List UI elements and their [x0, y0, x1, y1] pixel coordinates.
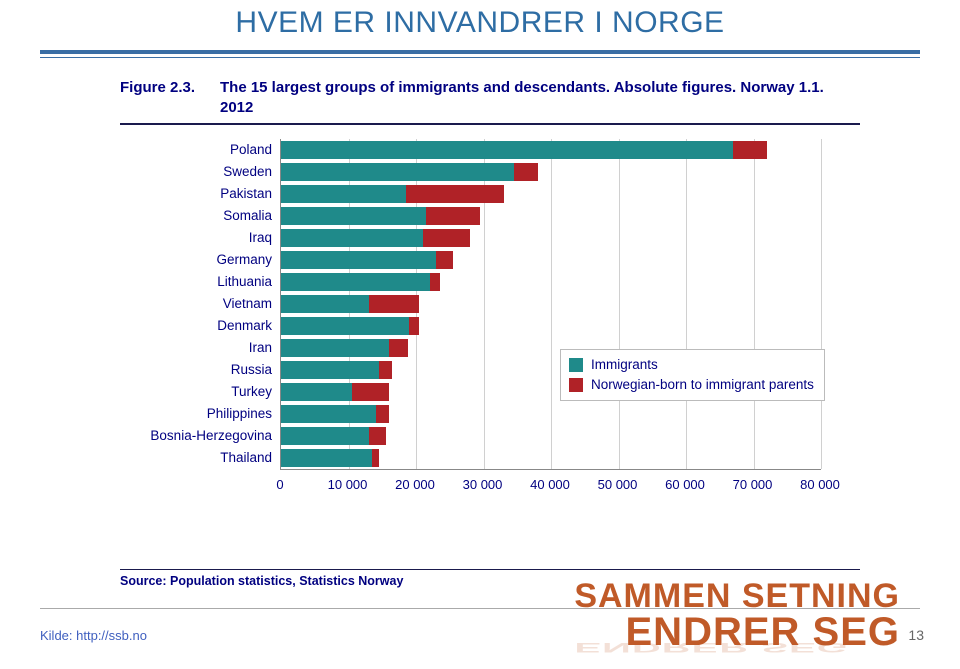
bar-row	[281, 273, 440, 291]
figure-caption-text: The 15 largest groups of immigrants and …	[220, 78, 860, 117]
bar-segment	[426, 207, 480, 225]
bar-segment	[372, 449, 379, 467]
gridline	[551, 139, 552, 469]
gridline	[686, 139, 687, 469]
category-label: Iran	[120, 337, 272, 359]
legend-label: Norwegian-born to immigrant parents	[591, 375, 814, 395]
x-tick-label: 30 000	[463, 477, 503, 492]
title-rule	[40, 50, 920, 58]
legend-swatch-immigrants	[569, 358, 583, 372]
slide: HVEM ER INNVANDRER I NORGE Figure 2.3. T…	[0, 0, 960, 669]
bar-chart: Immigrants Norwegian-born to immigrant p…	[120, 139, 860, 519]
category-label: Poland	[120, 139, 272, 161]
bar-segment	[430, 273, 440, 291]
category-label: Denmark	[120, 315, 272, 337]
bar-segment	[281, 185, 406, 203]
bar-segment	[514, 163, 538, 181]
bar-segment	[281, 251, 436, 269]
bar-segment	[369, 295, 420, 313]
bar-segment	[281, 361, 379, 379]
legend-item: Immigrants	[569, 355, 814, 375]
bar-row	[281, 339, 408, 357]
callout-reflection: ENDRER SEG	[574, 639, 849, 655]
category-label: Turkey	[120, 381, 272, 403]
x-tick-label: 80 000	[800, 477, 840, 492]
bar-row	[281, 141, 767, 159]
bar-row	[281, 449, 379, 467]
bar-segment	[281, 317, 409, 335]
x-tick-label: 50 000	[598, 477, 638, 492]
bar-segment	[281, 449, 372, 467]
bar-segment	[281, 295, 369, 313]
category-label: Bosnia-Herzegovina	[120, 425, 272, 447]
x-tick-label: 0	[276, 477, 283, 492]
bar-segment	[423, 229, 470, 247]
x-tick-label: 40 000	[530, 477, 570, 492]
category-label: Somalia	[120, 205, 272, 227]
figure-caption: Figure 2.3. The 15 largest groups of imm…	[120, 78, 860, 117]
callout-text: SAMMEN SETNING ENDRER SEG ENDRER SEG	[574, 577, 900, 655]
bar-segment	[436, 251, 453, 269]
bar-row	[281, 295, 419, 313]
category-label: Russia	[120, 359, 272, 381]
x-tick-label: 70 000	[733, 477, 773, 492]
legend-item: Norwegian-born to immigrant parents	[569, 375, 814, 395]
bar-segment	[281, 163, 514, 181]
bar-segment	[281, 229, 423, 247]
bar-row	[281, 317, 419, 335]
figure-number: Figure 2.3.	[120, 78, 220, 117]
category-label: Philippines	[120, 403, 272, 425]
bar-segment	[369, 427, 386, 445]
bar-segment	[379, 361, 393, 379]
bar-segment	[406, 185, 504, 203]
bar-segment	[281, 405, 376, 423]
bar-row	[281, 427, 386, 445]
category-label: Sweden	[120, 161, 272, 183]
x-tick-label: 60 000	[665, 477, 705, 492]
source-link: Kilde: http://ssb.no	[40, 628, 147, 643]
category-label: Lithuania	[120, 271, 272, 293]
bar-row	[281, 251, 453, 269]
callout-line2: ENDRER SEG ENDRER SEG	[574, 610, 900, 655]
bar-row	[281, 207, 480, 225]
bar-segment	[281, 339, 389, 357]
bar-row	[281, 163, 538, 181]
gridline	[754, 139, 755, 469]
page-title: HVEM ER INNVANDRER I NORGE	[0, 6, 960, 40]
gridline	[619, 139, 620, 469]
x-tick-label: 20 000	[395, 477, 435, 492]
bar-row	[281, 361, 392, 379]
category-label: Thailand	[120, 447, 272, 469]
bar-row	[281, 383, 389, 401]
bar-row	[281, 229, 470, 247]
bar-segment	[352, 383, 389, 401]
x-tick-label: 10 000	[328, 477, 368, 492]
bar-segment	[409, 317, 419, 335]
bar-segment	[281, 383, 352, 401]
bar-segment	[281, 141, 733, 159]
category-label: Vietnam	[120, 293, 272, 315]
bar-row	[281, 405, 389, 423]
bar-segment	[281, 427, 369, 445]
legend: Immigrants Norwegian-born to immigrant p…	[560, 349, 825, 401]
bar-segment	[281, 273, 430, 291]
bar-segment	[376, 405, 390, 423]
figure-rule	[120, 123, 860, 125]
bar-segment	[389, 339, 408, 357]
page-number: 13	[908, 627, 924, 643]
category-label: Germany	[120, 249, 272, 271]
bar-row	[281, 185, 504, 203]
legend-label: Immigrants	[591, 355, 658, 375]
bar-segment	[281, 207, 426, 225]
legend-swatch-descendants	[569, 378, 583, 392]
category-label: Iraq	[120, 227, 272, 249]
bar-segment	[733, 141, 767, 159]
category-label: Pakistan	[120, 183, 272, 205]
plot-area	[280, 139, 821, 470]
figure-container: Figure 2.3. The 15 largest groups of imm…	[120, 78, 860, 588]
gridline	[821, 139, 822, 469]
